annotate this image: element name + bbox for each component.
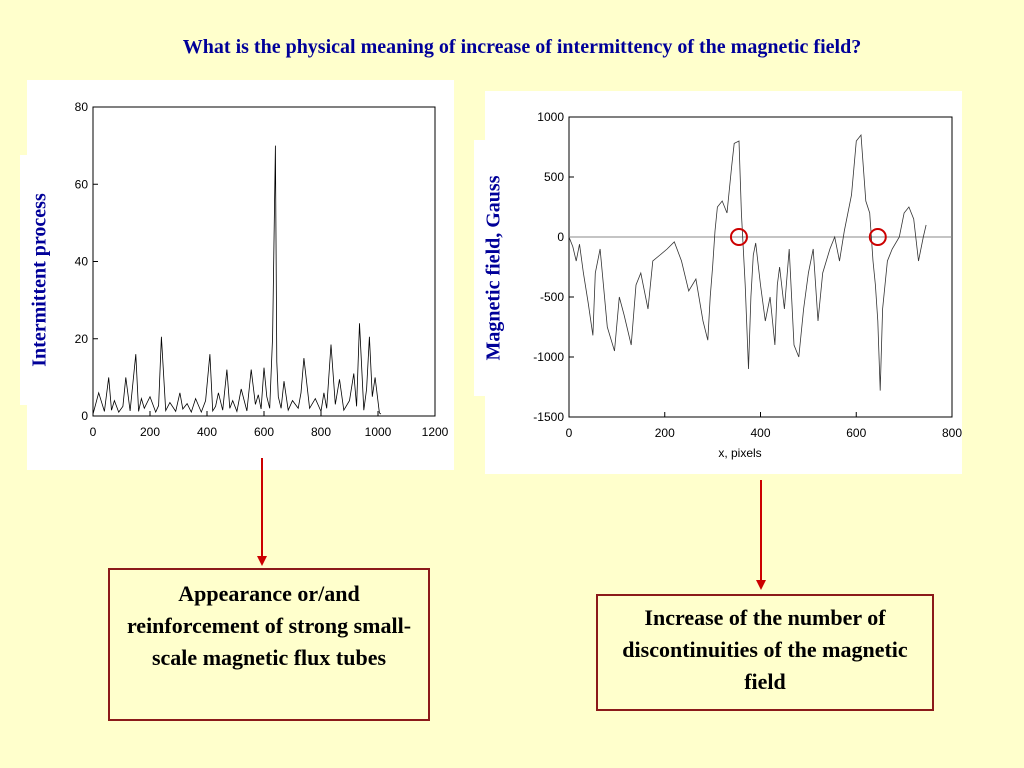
- slide-title: What is the physical meaning of increase…: [182, 36, 862, 58]
- right-plot-panel: 0 200 400 600 800 -1500 -1000 -500 0 500 1000 x, p…: [485, 91, 962, 474]
- right-xtick-label: 200: [655, 426, 675, 440]
- right-ylabel: Magnetic field, Gauss: [482, 175, 505, 361]
- left-conclusion-text: Appearance or/and reinforcement of stron…: [126, 581, 412, 670]
- magnetic-field-chart: 0 200 400 600 800 -1500 -1000 -500 0 500 1000 x, p…: [533, 110, 962, 460]
- left-ylabel-box: Intermittent process: [20, 155, 60, 405]
- right-ytick-label: 1000: [537, 110, 564, 124]
- discontinuity-marker: [729, 228, 748, 246]
- magnetic-field-series-line: [568, 133, 927, 391]
- left-xtick-label: 400: [197, 425, 217, 439]
- right-xtick-label: 800: [942, 426, 962, 440]
- right-conclusion-text: Increase of the number of discontinuitie…: [622, 605, 908, 694]
- left-arrow: [257, 458, 267, 566]
- discontinuity-marker: [868, 228, 887, 246]
- left-xtick-label: 1200: [422, 425, 449, 439]
- left-xtick-label: 1000: [365, 425, 392, 439]
- right-conclusion-box: Increase of the number of discontinuitie…: [596, 594, 934, 711]
- left-conclusion-box: Appearance or/and reinforcement of stron…: [108, 568, 430, 721]
- intermittency-chart: 0 200 400 600 800 1000 1200 0 20 40 60 80: [75, 100, 449, 439]
- right-xtick-label: 0: [566, 426, 573, 440]
- left-ytick-label: 40: [75, 255, 89, 269]
- left-xtick-label: 800: [311, 425, 331, 439]
- left-ytick-label: 60: [75, 177, 89, 191]
- right-ytick-label: -500: [540, 290, 564, 304]
- right-ytick-label: -1000: [533, 350, 564, 364]
- right-ylabel-box: Magnetic field, Gauss: [474, 140, 514, 396]
- left-ytick-label: 0: [81, 409, 88, 423]
- left-ylabel: Intermittent process: [28, 193, 51, 367]
- left-ytick-label: 20: [75, 332, 89, 346]
- intermittency-series-line: [92, 145, 382, 415]
- right-xtick-label: 600: [846, 426, 866, 440]
- right-xlabel: x, pixels: [718, 446, 761, 460]
- left-plot-panel: 0 200 400 600 800 1000 1200 0 20 40 60 80: [27, 80, 454, 470]
- left-xtick-label: 200: [140, 425, 160, 439]
- left-xtick-label: 0: [90, 425, 97, 439]
- right-xtick-label: 400: [750, 426, 770, 440]
- right-ytick-label: 500: [544, 170, 564, 184]
- left-xtick-label: 600: [254, 425, 274, 439]
- right-arrow: [756, 480, 766, 590]
- left-ytick-label: 80: [75, 100, 89, 114]
- right-ytick-label: 0: [557, 230, 564, 244]
- right-ytick-label: -1500: [533, 410, 564, 424]
